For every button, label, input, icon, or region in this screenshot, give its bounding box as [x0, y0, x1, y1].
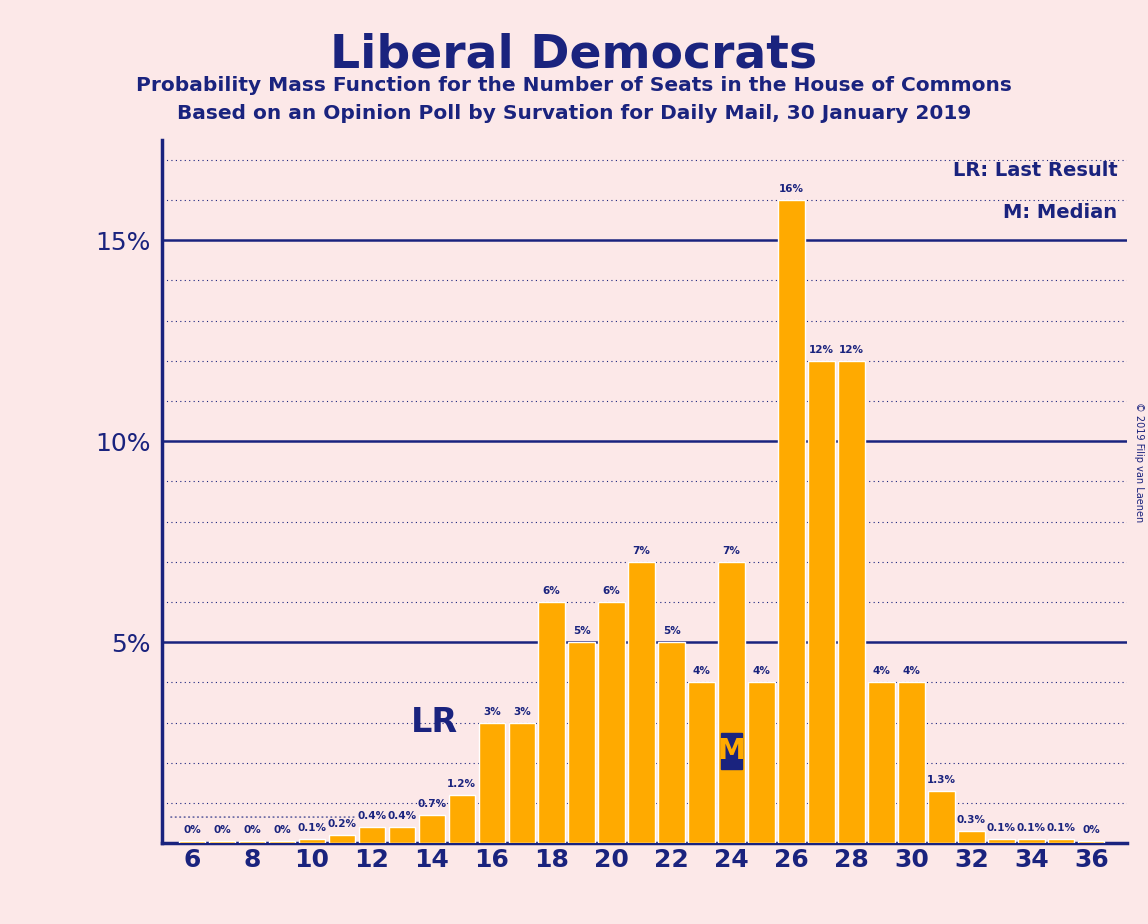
Bar	[209, 841, 235, 844]
Text: 7%: 7%	[633, 546, 651, 555]
Bar	[1018, 839, 1045, 844]
Bar	[1078, 841, 1104, 844]
Text: 16%: 16%	[779, 184, 804, 194]
Text: 6%: 6%	[603, 586, 621, 596]
Text: 0.4%: 0.4%	[387, 811, 417, 821]
Text: 0.2%: 0.2%	[327, 819, 356, 829]
Bar	[868, 683, 894, 844]
Bar	[721, 733, 742, 769]
Bar	[838, 360, 864, 844]
Text: LR: Last Result: LR: Last Result	[953, 161, 1118, 180]
Text: 0.3%: 0.3%	[957, 815, 986, 825]
Text: 6%: 6%	[543, 586, 560, 596]
Text: 4%: 4%	[872, 666, 891, 676]
Bar	[419, 815, 445, 844]
Text: 0%: 0%	[214, 825, 231, 835]
Bar	[179, 841, 205, 844]
Bar	[659, 642, 685, 844]
Text: Liberal Democrats: Liberal Democrats	[331, 32, 817, 78]
Text: 12%: 12%	[809, 345, 833, 355]
Bar	[628, 562, 654, 844]
Text: 0.1%: 0.1%	[1047, 823, 1076, 833]
Bar	[298, 839, 325, 844]
Bar	[778, 200, 805, 844]
Text: 5%: 5%	[573, 626, 590, 636]
Bar	[748, 683, 775, 844]
Bar	[1048, 839, 1075, 844]
Bar	[898, 683, 924, 844]
Text: 12%: 12%	[839, 345, 864, 355]
Text: 0.7%: 0.7%	[417, 799, 447, 809]
Bar	[959, 831, 985, 844]
Bar	[988, 839, 1015, 844]
Text: 0.1%: 0.1%	[1017, 823, 1046, 833]
Text: 0.1%: 0.1%	[987, 823, 1016, 833]
Text: © 2019 Filip van Laenen: © 2019 Filip van Laenen	[1134, 402, 1143, 522]
Text: 0%: 0%	[183, 825, 201, 835]
Bar	[239, 841, 265, 844]
Bar	[509, 723, 535, 844]
Text: 7%: 7%	[722, 546, 740, 555]
Text: 0.1%: 0.1%	[297, 823, 326, 833]
Bar	[328, 835, 355, 844]
Bar	[449, 795, 475, 844]
Text: 0%: 0%	[273, 825, 290, 835]
Text: 4%: 4%	[902, 666, 921, 676]
Bar	[358, 827, 385, 844]
Bar	[719, 562, 745, 844]
Text: M: M	[718, 736, 745, 765]
Text: 3%: 3%	[483, 707, 501, 716]
Text: Based on an Opinion Poll by Survation for Daily Mail, 30 January 2019: Based on an Opinion Poll by Survation fo…	[177, 104, 971, 124]
Text: LR: LR	[411, 706, 458, 739]
Bar	[269, 841, 295, 844]
Text: 1.3%: 1.3%	[926, 775, 956, 784]
Text: 0%: 0%	[1083, 825, 1100, 835]
Text: 4%: 4%	[753, 666, 770, 676]
Text: M: Median: M: Median	[1003, 203, 1118, 222]
Text: 0.4%: 0.4%	[357, 811, 387, 821]
Bar	[568, 642, 595, 844]
Text: 0%: 0%	[243, 825, 261, 835]
Text: Probability Mass Function for the Number of Seats in the House of Commons: Probability Mass Function for the Number…	[137, 76, 1011, 95]
Text: 5%: 5%	[662, 626, 681, 636]
Bar	[929, 791, 955, 844]
Bar	[479, 723, 505, 844]
Text: 3%: 3%	[513, 707, 530, 716]
Bar	[808, 360, 835, 844]
Bar	[598, 602, 625, 844]
Text: 1.2%: 1.2%	[448, 779, 476, 789]
Bar	[389, 827, 414, 844]
Text: 4%: 4%	[692, 666, 711, 676]
Bar	[689, 683, 715, 844]
Bar	[538, 602, 565, 844]
